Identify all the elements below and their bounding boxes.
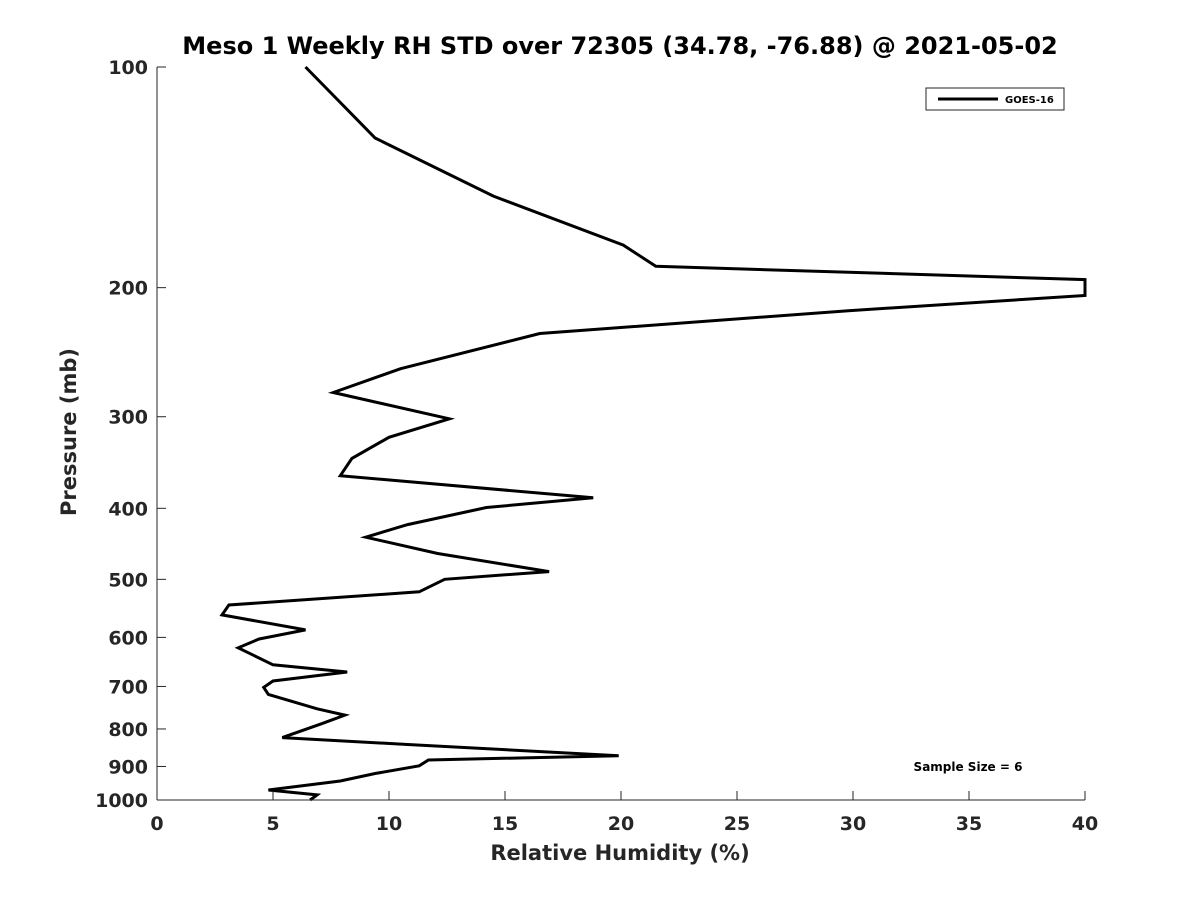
plot-area — [219, 65, 1087, 802]
legend: GOES-16 — [925, 87, 1065, 111]
x-tick-label: 10 — [376, 813, 402, 835]
x-axis: 0 5 10 15 20 25 30 35 40 — [150, 791, 1098, 835]
x-tick-label: 20 — [608, 813, 634, 835]
legend-label: GOES-16 — [1005, 95, 1054, 106]
x-tick-label: 25 — [724, 813, 750, 835]
y-tick-label: 1000 — [95, 790, 148, 812]
y-axis: 100 200 300 400 500 600 700 800 900 1000 — [95, 57, 166, 812]
y-tick-label: 100 — [108, 57, 148, 79]
y-tick-label: 500 — [108, 569, 148, 591]
y-tick-label: 600 — [108, 627, 148, 649]
sample-size-annotation: Sample Size = 6 — [914, 760, 1023, 774]
y-tick-label: 800 — [108, 719, 148, 741]
x-tick-label: 0 — [150, 813, 163, 835]
x-tick-label: 40 — [1072, 813, 1098, 835]
y-axis-label: Pressure (mb) — [57, 348, 81, 516]
y-tick-label: 900 — [108, 756, 148, 778]
x-tick-label: 30 — [840, 813, 866, 835]
x-axis-label: Relative Humidity (%) — [490, 841, 749, 865]
chart-title: Meso 1 Weekly RH STD over 72305 (34.78, … — [182, 32, 1057, 60]
x-tick-label: 35 — [956, 813, 982, 835]
x-tick-label: 15 — [492, 813, 518, 835]
series-line-goes-16 — [219, 65, 1087, 802]
y-tick-label: 300 — [108, 407, 148, 429]
y-tick-label: 700 — [108, 676, 148, 698]
x-tick-label: 5 — [266, 813, 279, 835]
y-tick-label: 200 — [108, 278, 148, 300]
y-tick-label: 400 — [108, 498, 148, 520]
